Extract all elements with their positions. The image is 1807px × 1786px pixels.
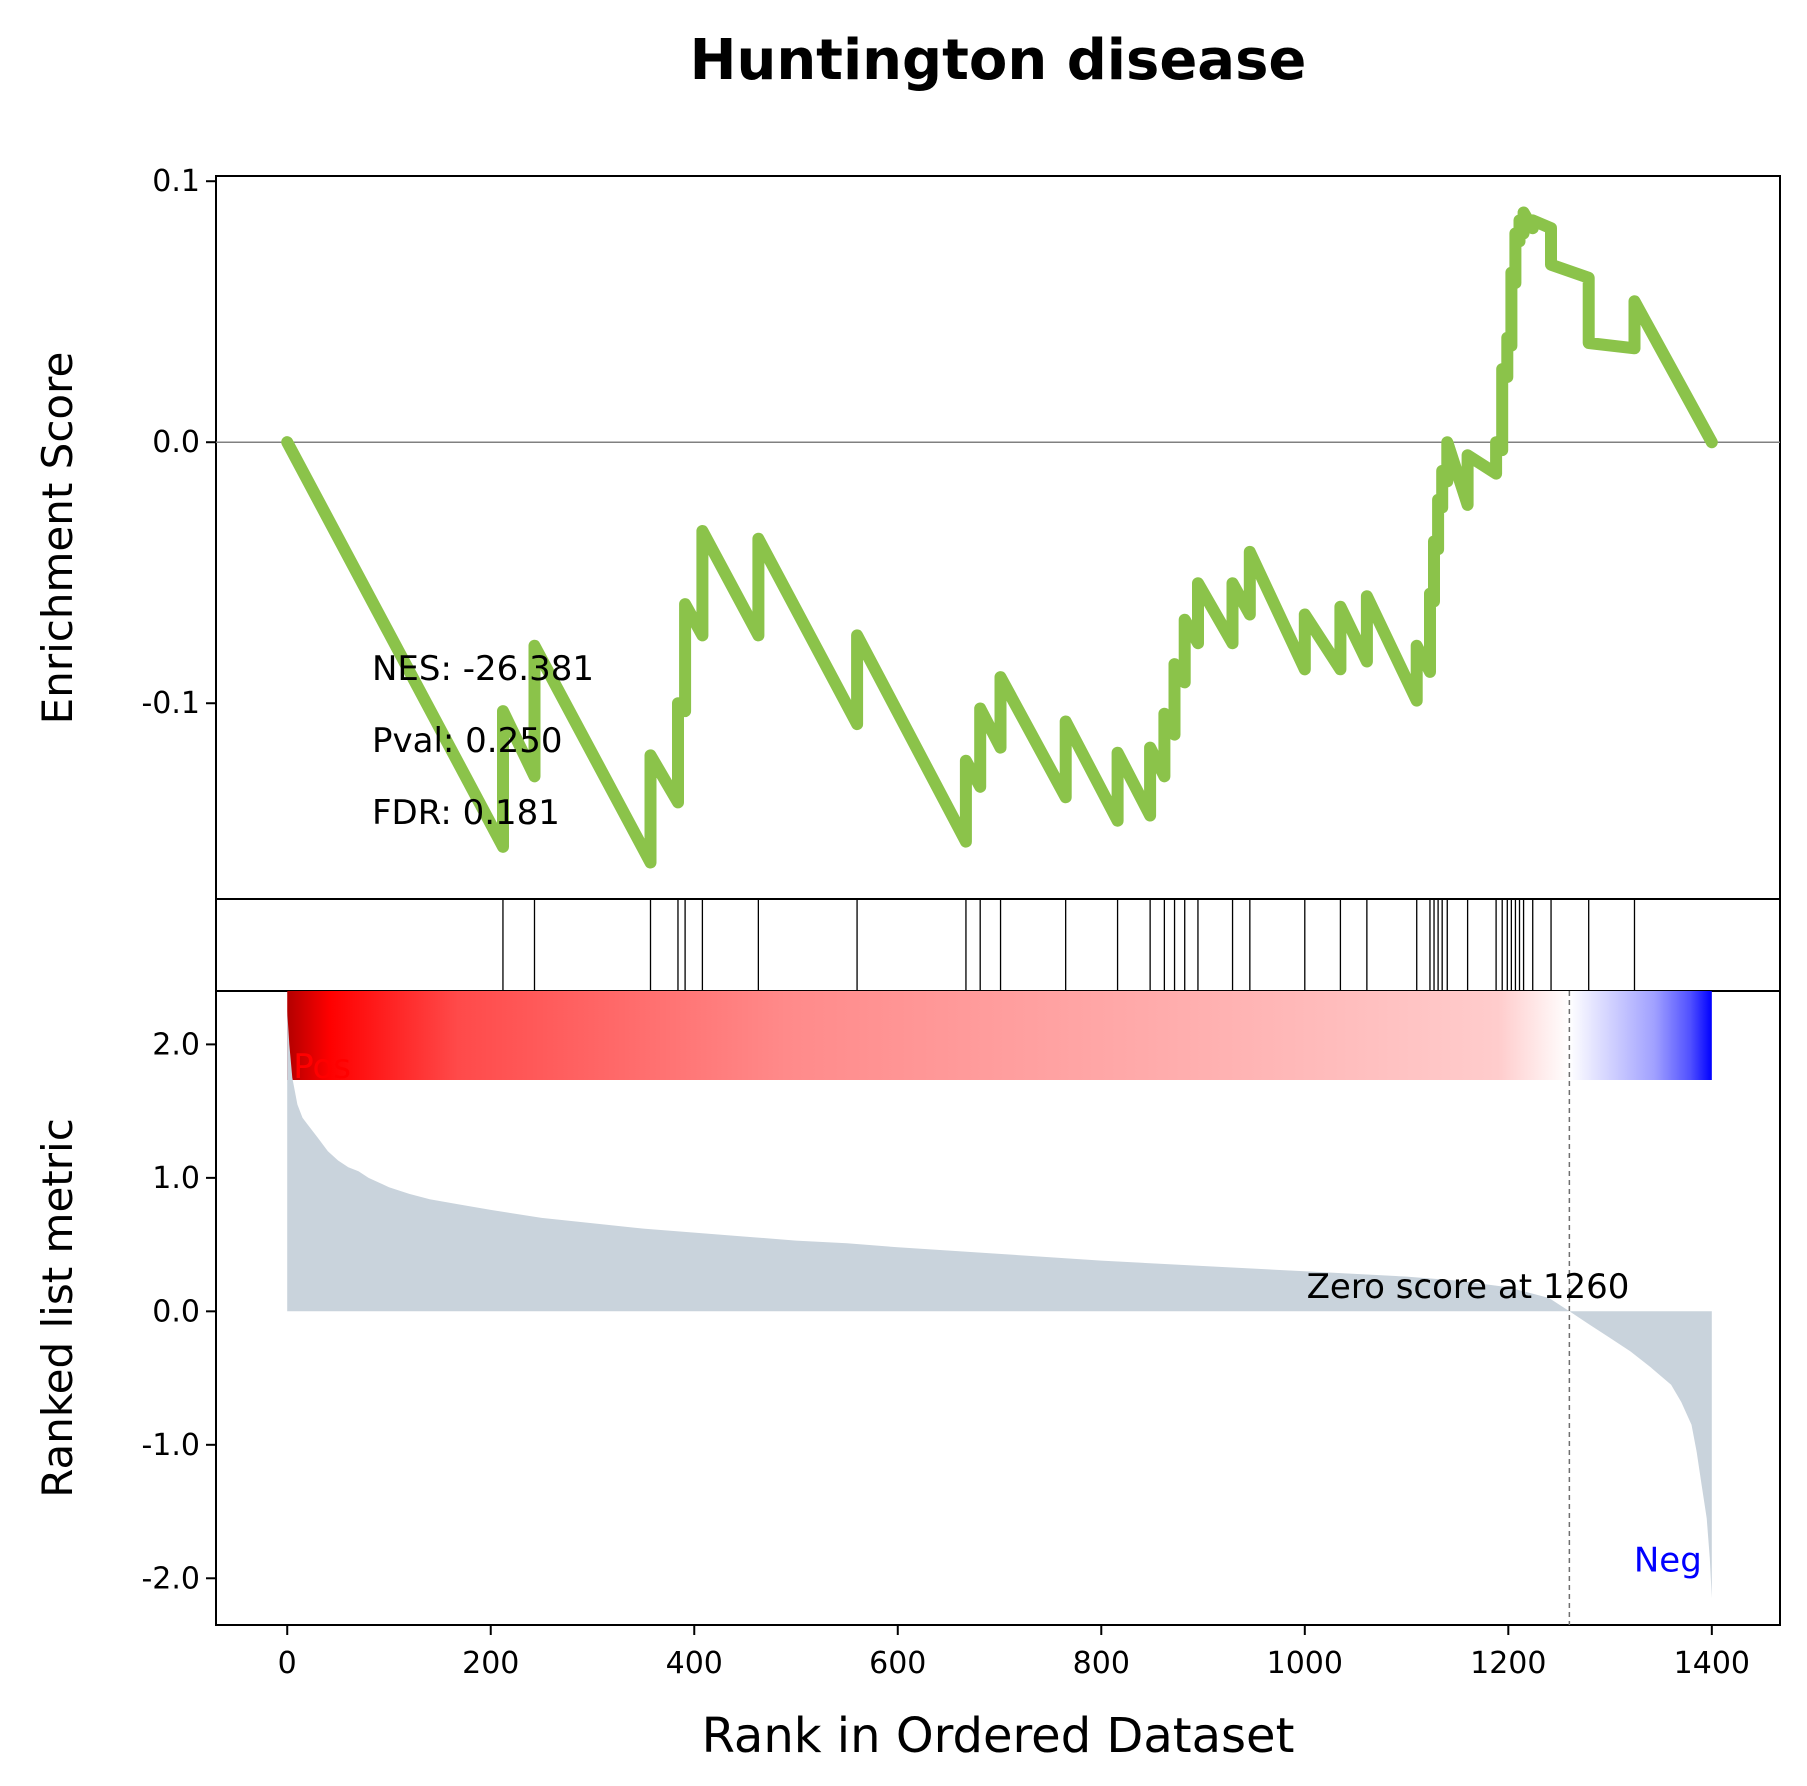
- rm-y-tick-label: 1.0: [152, 1161, 200, 1196]
- rm-y-axis-label: Ranked list metric: [33, 1118, 82, 1498]
- hit-lines: [502, 899, 1636, 991]
- zero-score-label: Zero score at 1260: [1307, 1267, 1630, 1307]
- rm-y-tick-label: -1.0: [141, 1428, 200, 1463]
- x-tick-label: 0: [278, 1646, 297, 1681]
- enrichment-axes-frame: [215, 175, 1781, 900]
- es-y-tick-label: 0.1: [152, 164, 200, 199]
- x-tick-label: 1200: [1470, 1646, 1546, 1681]
- rm-y-ticks: 2.0 1.0 0.0 -1.0 -2.0: [141, 1027, 216, 1596]
- neg-label: Neg: [1634, 1541, 1702, 1581]
- hits-axes-frame: [215, 898, 1781, 992]
- x-tick-label: 1400: [1674, 1646, 1750, 1681]
- rm-y-tick-label: 2.0: [152, 1027, 200, 1062]
- x-tick-label: 800: [1073, 1646, 1130, 1681]
- es-y-ticks: 0.1 0.0 -0.1: [141, 164, 216, 721]
- x-tick-label: 1000: [1267, 1646, 1343, 1681]
- ranked-metric-area: [287, 1011, 1712, 1599]
- rm-y-tick-label: -2.0: [141, 1561, 200, 1596]
- ranked-metric-panel: Zero score at 1260 Pos Neg 2.0 1.0 0.0 -1.0…: [33, 990, 1781, 1626]
- x-tick-label: 400: [666, 1646, 723, 1681]
- hits-panel: [215, 898, 1781, 992]
- rm-y-tick-label: 0.0: [152, 1294, 200, 1329]
- es-y-tick-label: -0.1: [141, 686, 200, 721]
- pval-label: Pval: 0.250: [372, 721, 563, 761]
- chart-title: Huntington disease: [690, 28, 1307, 93]
- es-y-axis-label: Enrichment Score: [33, 352, 82, 725]
- x-axis-label: Rank in Ordered Dataset: [702, 1708, 1295, 1764]
- x-tick-label: 200: [462, 1646, 519, 1681]
- rank-color-bar: [287, 991, 1712, 1080]
- es-y-tick-label: 0.0: [152, 425, 200, 460]
- enrichment-panel: 0.1 0.0 -0.1 NES: -26.381 Pval: 0.250 FDR:…: [33, 164, 1781, 900]
- pos-label: Pos: [293, 1047, 351, 1087]
- nes-label: NES: -26.381: [372, 649, 594, 689]
- fdr-label: FDR: 0.181: [372, 793, 560, 833]
- enrichment-score-line: [281, 206, 1718, 869]
- x-axis-ticks: 0 200 400 600 800 1000 1200 1400: [278, 1625, 1750, 1681]
- x-tick-label: 600: [869, 1646, 926, 1681]
